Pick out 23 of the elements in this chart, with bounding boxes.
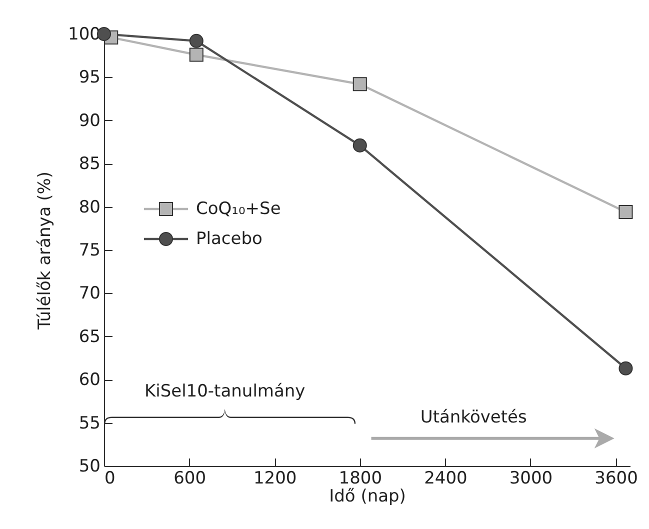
x-axis-title: Idő (nap) xyxy=(329,486,406,506)
annotation: KiSel10-tanulmány xyxy=(144,382,306,402)
y-tick-label: 60 xyxy=(78,370,100,390)
x-tick-label: 0 xyxy=(104,468,116,488)
x-tick-label: 3000 xyxy=(509,468,553,488)
x-tick-label: 3600 xyxy=(594,468,638,488)
legend-label: CoQ₁₀+Se xyxy=(196,199,281,219)
annotation: Utánkövetés xyxy=(420,408,527,428)
y-tick-label: 70 xyxy=(78,284,100,304)
x-tick-label: 2400 xyxy=(424,468,468,488)
y-tick-label: 50 xyxy=(78,456,100,476)
y-tick-label: 85 xyxy=(78,154,100,174)
x-tick-label: 1800 xyxy=(338,468,382,488)
x-tick-label: 1200 xyxy=(253,468,297,488)
y-tick-label: 55 xyxy=(78,413,100,434)
y-tick-label: 80 xyxy=(78,197,100,218)
y-tick-label: 65 xyxy=(78,326,100,347)
y-tick-label: 90 xyxy=(78,110,100,131)
y-axis-title: Túlélők aránya (%) xyxy=(35,171,56,331)
x-tick-label: 600 xyxy=(174,468,206,488)
y-tick-label: 75 xyxy=(78,240,100,260)
legend-label: Placebo xyxy=(196,229,262,249)
y-tick-label: 95 xyxy=(78,68,100,88)
